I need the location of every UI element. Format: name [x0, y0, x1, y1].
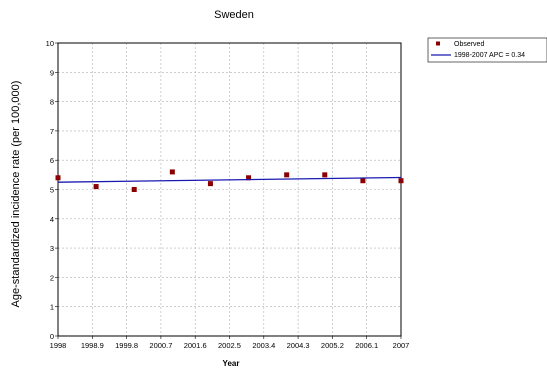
- observed-point: [360, 178, 366, 184]
- observed-point: [207, 181, 213, 187]
- y-tick-label: 7: [50, 127, 54, 136]
- observed-point: [398, 178, 404, 184]
- x-tick-label: 2000.7: [149, 341, 172, 350]
- observed-point: [246, 175, 252, 181]
- y-tick-label: 6: [50, 156, 54, 165]
- x-tick-label: 1998.9: [81, 341, 104, 350]
- x-tick-label: 1998: [50, 341, 67, 350]
- observed-point: [169, 169, 175, 175]
- legend-apc-label: 1998-2007 APC = 0.34: [454, 52, 525, 59]
- observed-point: [284, 172, 290, 178]
- y-tick-label: 8: [50, 98, 54, 107]
- x-tick-label: 1999.8: [115, 341, 138, 350]
- legend: Observed 1998-2007 APC = 0.34: [427, 37, 547, 63]
- observed-point: [131, 187, 137, 192]
- legend-box: [427, 37, 547, 63]
- chart-marks: [55, 169, 404, 192]
- x-tick-label: 2003.4: [252, 341, 275, 350]
- y-tick-label: 10: [46, 39, 54, 48]
- y-tick-label: 1: [50, 303, 54, 312]
- y-axis-label: Age-standardized incidence rate (per 100…: [10, 81, 22, 308]
- x-tick-label: 2006.1: [355, 341, 378, 350]
- y-tick-label: 4: [50, 215, 54, 224]
- y-tick-label: 0: [50, 332, 54, 341]
- apc-trend-line: [57, 176, 402, 183]
- axis-ticks: 0 1 2 3 4 5 6 7 8 9 10 1998 1998.9 1999.8 2000.7 2001.6…: [46, 39, 410, 350]
- legend-observed-label: Observed: [454, 41, 484, 48]
- observed-point: [93, 184, 99, 190]
- y-tick-label: 9: [50, 68, 54, 77]
- observed-point: [322, 172, 328, 178]
- y-tick-label: 5: [50, 186, 54, 195]
- x-tick-label: 2007: [393, 341, 410, 350]
- x-tick-label: 2005.2: [321, 341, 344, 350]
- x-axis-label: Year: [223, 359, 240, 368]
- chart-title: Sweden: [214, 9, 254, 21]
- x-tick-label: 2004.3: [287, 341, 310, 350]
- grid: [58, 43, 401, 336]
- x-tick-label: 2002.5: [218, 341, 241, 350]
- observed-point: [55, 175, 61, 181]
- x-tick-label: 2001.6: [184, 341, 207, 350]
- y-tick-label: 2: [50, 273, 54, 282]
- y-tick-label: 3: [50, 244, 54, 253]
- legend-observed-marker: [436, 41, 440, 46]
